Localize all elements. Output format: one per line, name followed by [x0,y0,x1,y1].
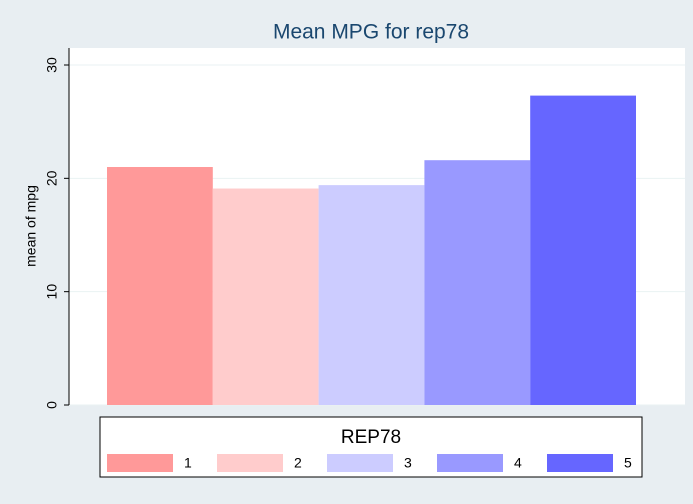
legend-label: 2 [294,455,302,471]
y-tick-label: 20 [44,170,60,186]
chart-title: Mean MPG for rep78 [273,21,469,44]
y-axis-label: mean of mpg [23,185,39,267]
bar [424,160,531,405]
legend-swatch [107,454,173,472]
legend-label: 3 [404,455,412,471]
legend-swatch [547,454,613,472]
legend-swatch [437,454,503,472]
bar [318,185,425,405]
legend-swatch [217,454,283,472]
bar [107,167,213,405]
bar [212,188,319,405]
legend-label: 4 [514,455,522,471]
legend-label: 5 [624,455,632,471]
legend-swatch [327,454,393,472]
bar [530,95,636,405]
y-tick-label: 0 [44,401,60,409]
y-tick-label: 30 [44,57,60,73]
legend-title: REP78 [341,427,401,448]
y-tick-label: 10 [44,284,60,300]
legend-label: 1 [184,455,192,471]
